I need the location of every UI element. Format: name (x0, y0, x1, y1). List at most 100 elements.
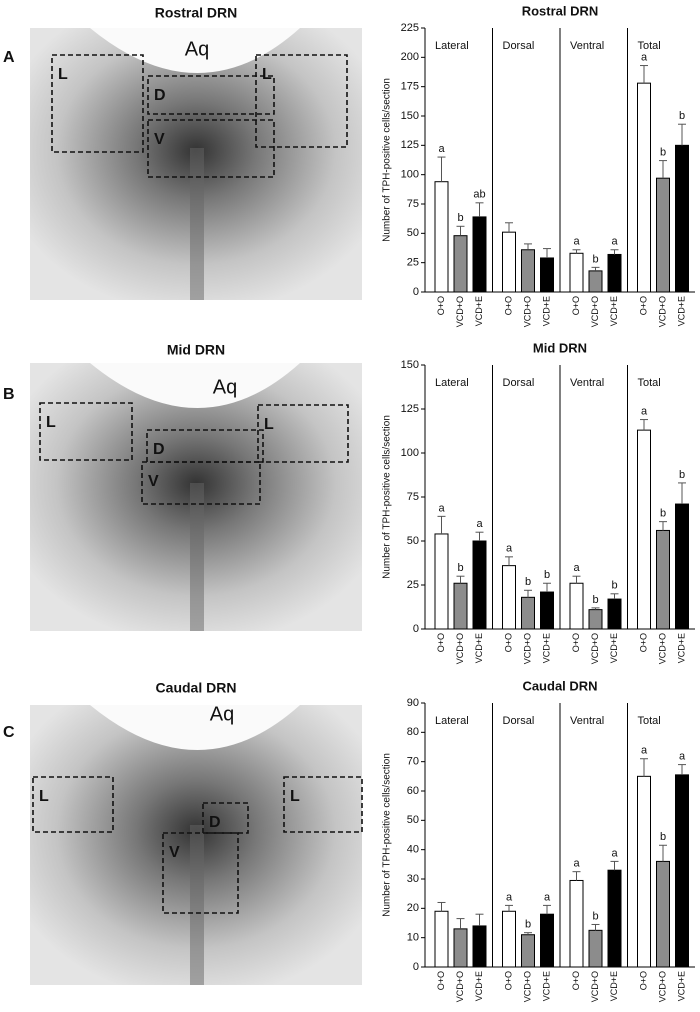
bar (434, 533, 449, 630)
image-label: L (46, 414, 56, 431)
bar (637, 429, 651, 630)
group-label: Total (638, 40, 661, 52)
group-label: Ventral (570, 377, 604, 389)
significance-letter: a (506, 543, 513, 555)
aqueduct (90, 705, 300, 750)
bar (656, 860, 670, 968)
group-label: Total (638, 377, 661, 389)
x-tick-label: VCD+E (676, 633, 686, 663)
x-tick-label: VCD+E (609, 296, 619, 326)
bar (453, 582, 468, 630)
x-tick-label: O+O (503, 633, 513, 652)
group-label: Ventral (570, 715, 604, 727)
bar (502, 231, 516, 293)
aqueduct (90, 363, 300, 408)
y-tick-label: 200 (401, 51, 419, 63)
roi-box (255, 54, 348, 148)
roi-box (39, 402, 133, 461)
bar (588, 609, 603, 630)
image-title: Caudal DRN (156, 680, 237, 696)
significance-letter: b (679, 110, 685, 122)
bar (453, 928, 468, 968)
image-title: Rostral DRN (155, 5, 237, 21)
x-tick-label: VCD+E (541, 633, 551, 663)
x-tick-label: O+O (638, 633, 648, 652)
significance-letter: b (457, 562, 463, 574)
y-tick-label: 100 (401, 447, 419, 459)
significance-letter: b (660, 508, 666, 520)
significance-letter: a (679, 751, 686, 763)
y-tick-label: 40 (407, 844, 419, 856)
significance-letter: b (525, 919, 531, 931)
significance-letter: b (592, 594, 598, 606)
image-label: L (262, 66, 272, 83)
roi-box (283, 776, 363, 833)
bar (675, 503, 689, 630)
x-tick-label: VCD+E (609, 633, 619, 663)
midline (190, 825, 204, 985)
significance-letter: b (611, 580, 617, 592)
panel-label: B (3, 386, 15, 403)
x-tick-label: VCD+E (474, 971, 484, 1001)
significance-letter: b (592, 910, 598, 922)
roi-box (32, 776, 114, 833)
x-tick-label: O+O (571, 633, 581, 652)
image-label: D (153, 441, 165, 458)
x-tick-label: O+O (436, 633, 446, 652)
bar (569, 879, 584, 968)
bar (521, 934, 535, 968)
x-tick-label: VCD+E (474, 633, 484, 663)
bar (434, 910, 449, 968)
x-tick-label: VCD+O (657, 296, 667, 327)
bar (540, 591, 554, 630)
significance-letter: b (592, 253, 598, 265)
significance-letter: a (544, 891, 551, 903)
chart-title: Mid DRN (533, 340, 587, 355)
x-tick-label: O+O (571, 296, 581, 315)
significance-letter: ab (473, 189, 485, 201)
y-tick-label: 0 (413, 961, 419, 973)
y-tick-label: 25 (407, 257, 419, 269)
bar (472, 925, 487, 968)
midline (190, 148, 204, 300)
y-tick-label: 90 (407, 697, 419, 709)
image-title: Mid DRN (167, 342, 225, 358)
roi-box (147, 119, 275, 178)
y-tick-label: 80 (407, 726, 419, 738)
y-tick-label: 50 (407, 227, 419, 239)
significance-letter: b (660, 831, 666, 843)
y-tick-label: 175 (401, 81, 419, 93)
y-tick-label: 60 (407, 785, 419, 797)
bar (540, 257, 554, 293)
group-label: Lateral (435, 377, 469, 389)
significance-letter: a (641, 51, 648, 63)
x-tick-label: VCD+E (541, 971, 551, 1001)
x-tick-label: O+O (638, 971, 648, 990)
x-tick-label: VCD+O (590, 296, 600, 327)
y-axis-label: Number of TPH-positive cells/section (382, 415, 393, 579)
roi-box (257, 404, 349, 463)
image-label: Aq (185, 38, 209, 60)
image-label: V (169, 844, 180, 861)
bar (434, 181, 449, 293)
image-label: L (58, 66, 68, 83)
roi-box (51, 54, 144, 153)
significance-letter: b (679, 469, 685, 481)
image-label: Aq (210, 703, 234, 725)
image-label: V (154, 131, 165, 148)
roi-box (141, 461, 261, 505)
group-label: Dorsal (503, 40, 535, 52)
y-axis-label: Number of TPH-positive cells/section (382, 753, 393, 917)
y-tick-label: 0 (413, 623, 419, 635)
group-label: Dorsal (503, 377, 535, 389)
bar (656, 529, 670, 630)
significance-letter: a (506, 891, 513, 903)
roi-box (202, 802, 249, 834)
bar (588, 270, 603, 293)
group-label: Dorsal (503, 715, 535, 727)
x-tick-label: VCD+E (676, 971, 686, 1001)
y-tick-label: 125 (401, 403, 419, 415)
bar (502, 910, 516, 968)
